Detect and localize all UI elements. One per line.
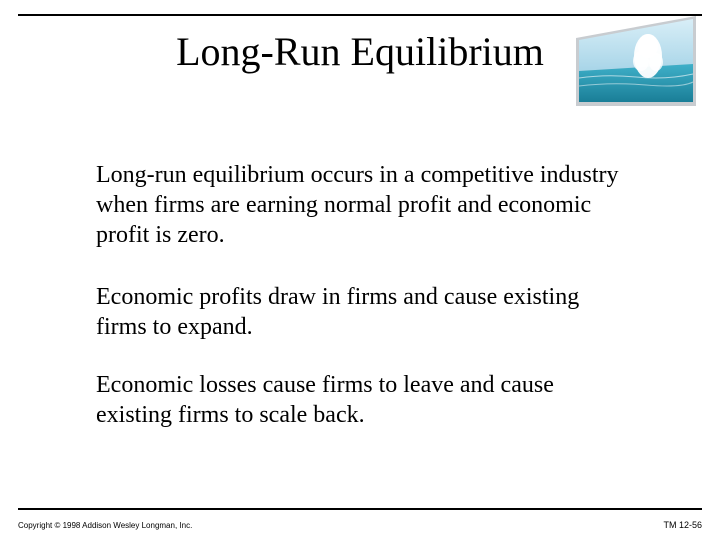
body-paragraph-3: Economic losses cause firms to leave and… [96, 370, 630, 430]
copyright-text: Copyright © 1998 Addison Wesley Longman,… [18, 521, 192, 530]
bottom-horizontal-rule [18, 508, 702, 510]
body-paragraph-1: Long-run equilibrium occurs in a competi… [96, 160, 630, 250]
ocean-geyser-icon [576, 16, 696, 106]
page-number: TM 12-56 [663, 520, 702, 530]
body-paragraph-2: Economic profits draw in firms and cause… [96, 282, 630, 342]
